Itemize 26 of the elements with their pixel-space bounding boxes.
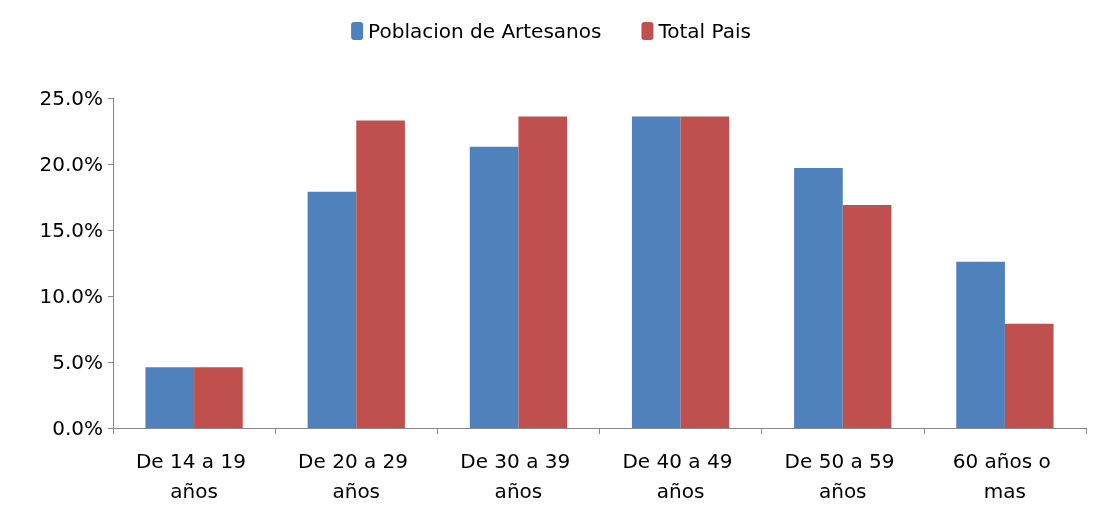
legend-label: Poblacion de Artesanos	[368, 19, 602, 43]
bar	[145, 367, 195, 428]
y-tick-label: 5.0%	[52, 350, 103, 374]
x-tick-label: 60 años o mas	[952, 449, 1058, 503]
legend-label: Total Pais	[657, 19, 751, 43]
bar	[194, 367, 243, 428]
bar	[356, 120, 405, 428]
x-tick-label: De 20 a 29 años	[298, 449, 415, 503]
bar	[794, 167, 843, 428]
x-tick-label: De 30 a 39 años	[460, 449, 577, 503]
bar	[307, 191, 357, 428]
y-tick-label: 0.0%	[52, 416, 103, 440]
y-tick-label: 15.0%	[39, 218, 103, 242]
bar	[680, 116, 730, 428]
y-tick-label: 20.0%	[39, 152, 103, 176]
bar	[518, 116, 568, 428]
bar	[631, 116, 681, 428]
y-tick-label: 25.0%	[39, 86, 103, 110]
x-tick-label: De 50 a 59 años	[784, 449, 901, 503]
x-tick-label: De 40 a 49 años	[622, 449, 739, 503]
bar	[842, 204, 892, 428]
x-tick-label: De 14 a 19 años	[135, 449, 253, 503]
y-tick-label: 10.0%	[39, 284, 103, 308]
bar	[1004, 323, 1054, 428]
bar	[956, 261, 1005, 428]
bar	[469, 146, 519, 428]
